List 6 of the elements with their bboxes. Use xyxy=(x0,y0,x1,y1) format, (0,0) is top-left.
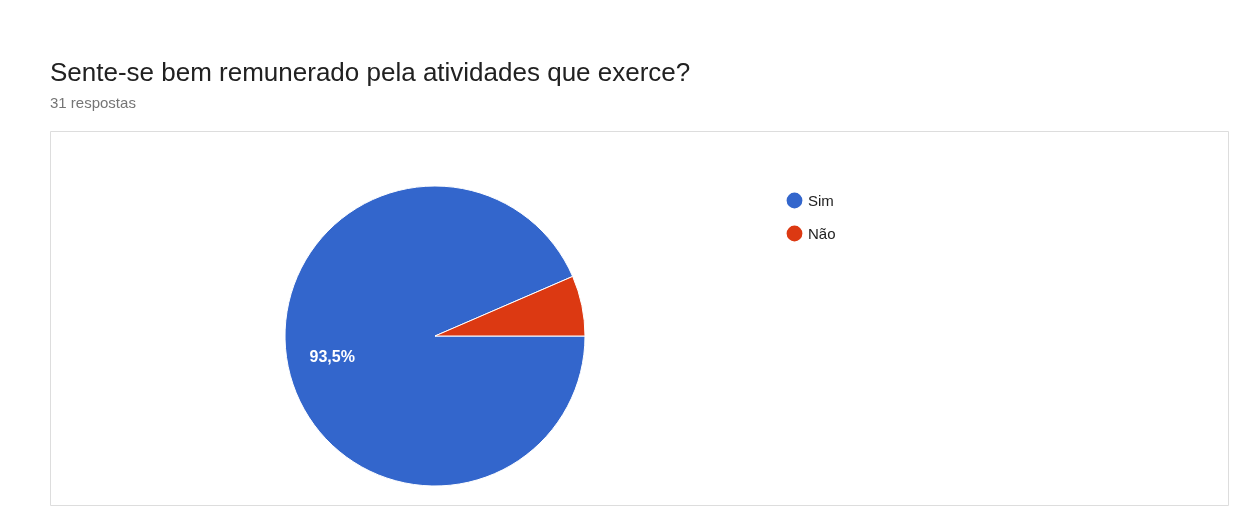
pie-slice xyxy=(284,185,586,487)
chart-title: Sente-se bem remunerado pela atividades que exerce? xyxy=(50,57,691,87)
text: 31 respostas xyxy=(50,94,136,111)
legend-label: Não xyxy=(808,224,836,242)
data-label: 93,5% xyxy=(309,348,355,366)
legend-label: Sim xyxy=(808,191,834,209)
